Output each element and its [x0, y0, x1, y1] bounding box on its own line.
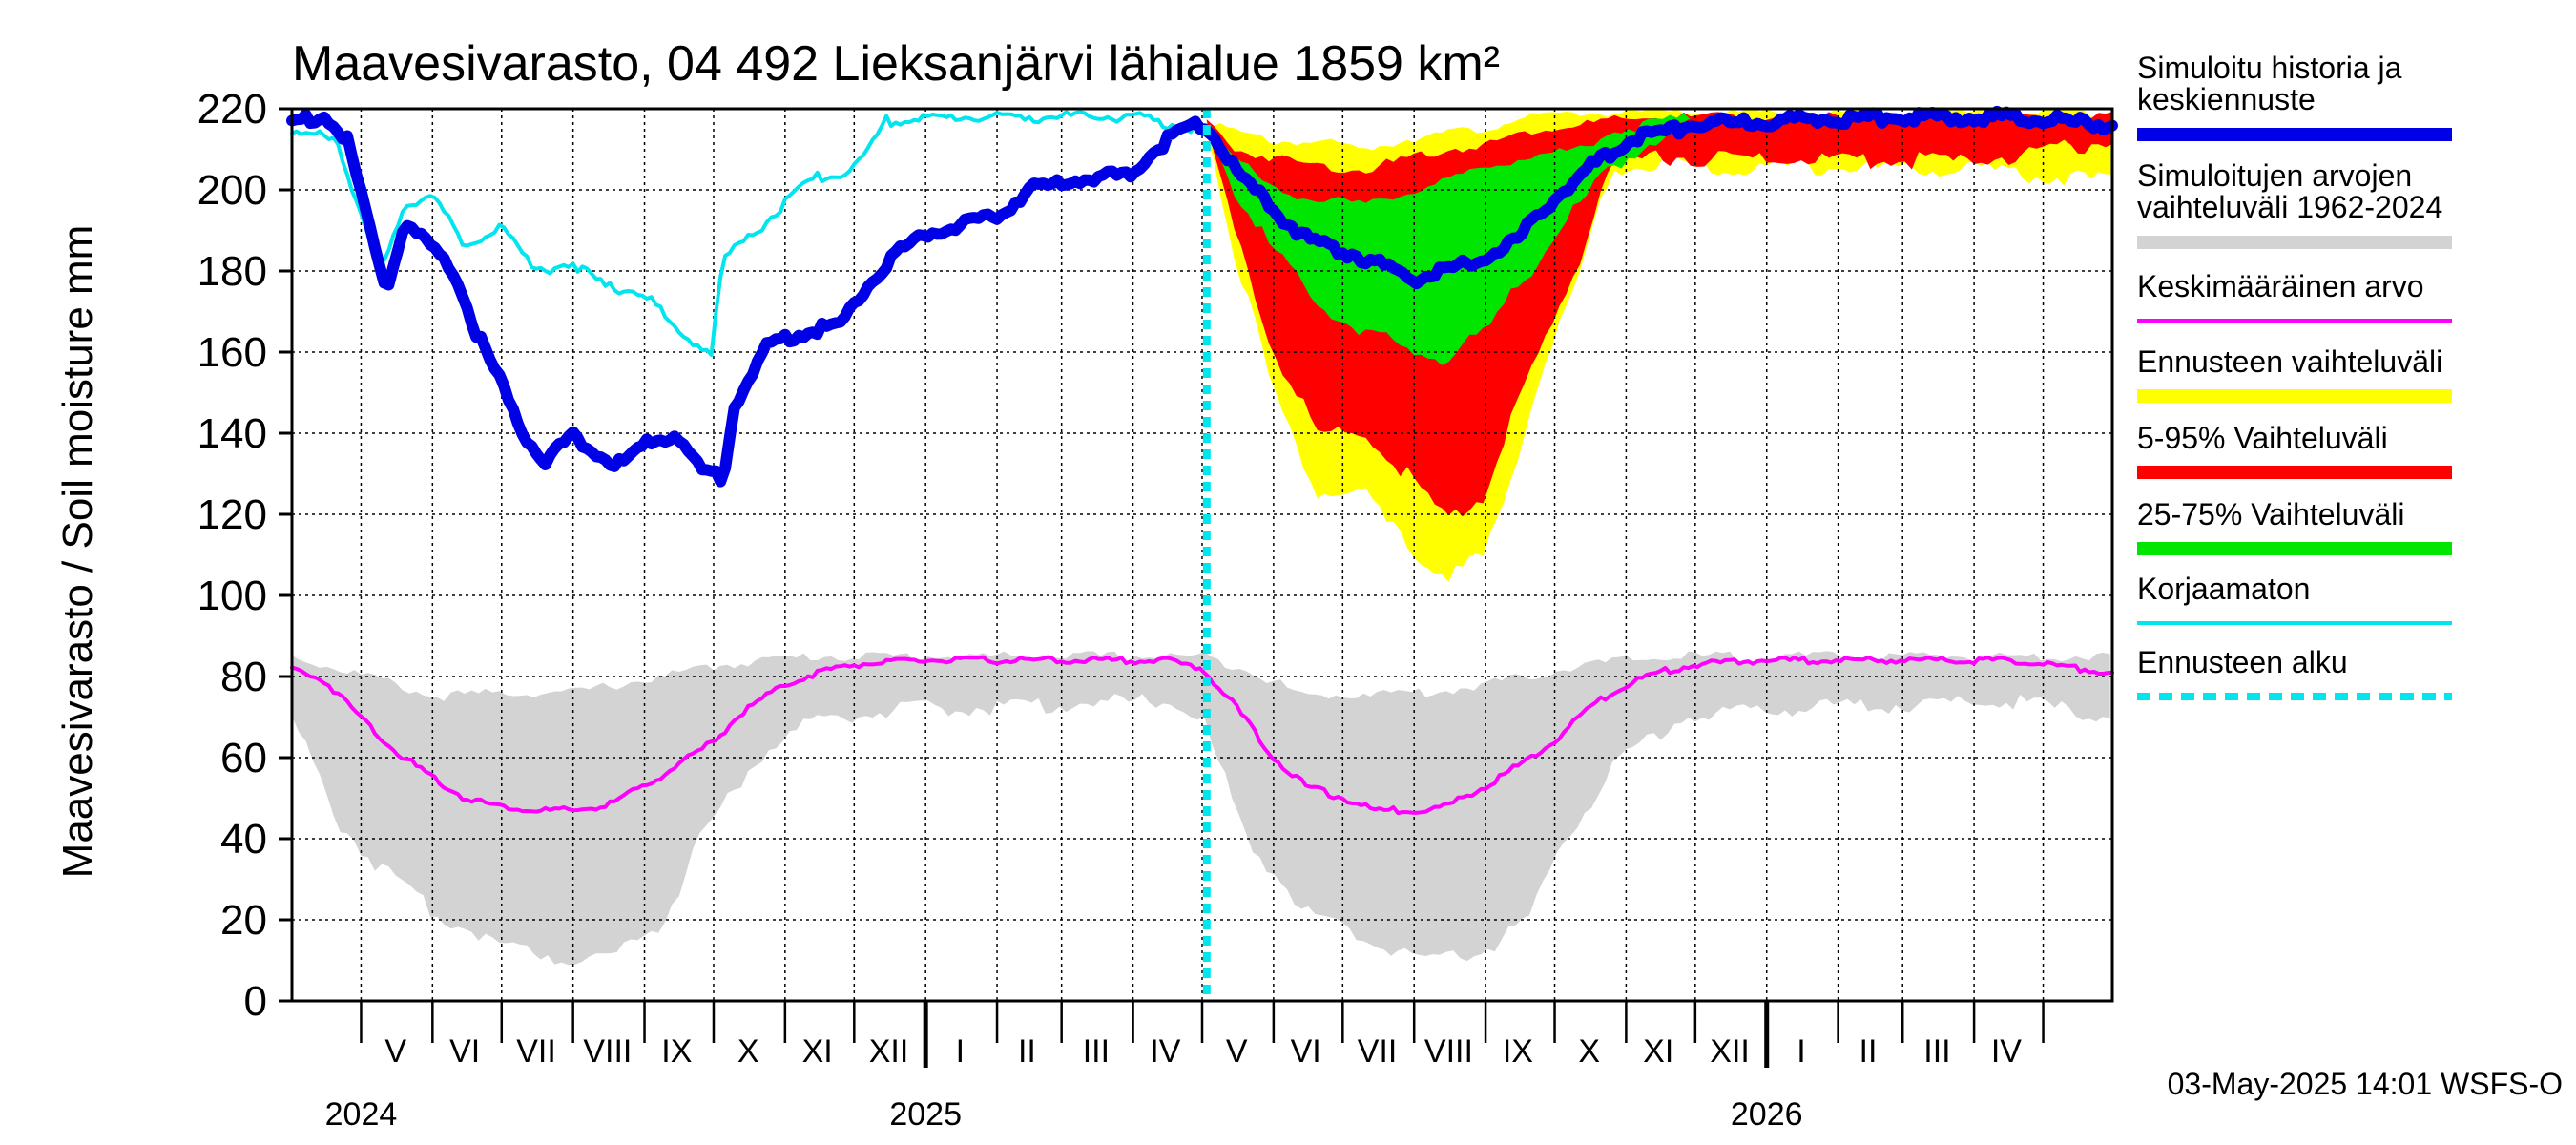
y-tick-label: 180 [197, 248, 267, 295]
x-month-label: VI [1291, 1033, 1321, 1070]
y-tick-label: 80 [220, 654, 267, 700]
y-tick-label: 160 [197, 329, 267, 376]
x-month-label: XI [802, 1033, 833, 1070]
y-tick-label: 60 [220, 735, 267, 781]
x-month-label: VII [516, 1033, 556, 1070]
x-year-label: 2025 [889, 1096, 962, 1133]
x-month-label: V [1226, 1033, 1248, 1070]
y-tick-label: 220 [197, 86, 267, 133]
lines-layer [286, 105, 2118, 1001]
x-month-label: VIII [583, 1033, 632, 1070]
x-month-label: XII [1710, 1033, 1750, 1070]
legend-label: vaihteluväli 1962-2024 [2137, 190, 2442, 224]
legend-label: 5-95% Vaihteluväli [2137, 421, 2388, 455]
grid-layer [292, 108, 2112, 1001]
x-month-label: VIII [1424, 1033, 1473, 1070]
x-month-label: IV [1991, 1033, 2022, 1070]
x-month-label: X [1578, 1033, 1600, 1070]
series-line-korjaamaton [290, 110, 1207, 357]
legend-label: Ennusteen alku [2137, 645, 2348, 679]
series-line-simuloitu-historia-ja-keskiennuste [286, 105, 2118, 488]
x-month-label: IX [661, 1033, 692, 1070]
legend-label: Simuloitu historia ja [2137, 51, 2402, 85]
x-month-label: IX [1503, 1033, 1533, 1070]
legend-item-25-75-vaihteluv-li: 25-75% Vaihteluväli [2137, 497, 2452, 555]
x-year-label: 2026 [1731, 1096, 1803, 1133]
legend-item-korjaamaton: Korjaamaton [2137, 572, 2452, 625]
x-month-label: II [1859, 1033, 1878, 1070]
y-tick-label: 200 [197, 167, 267, 214]
x-month-label: VII [1358, 1033, 1398, 1070]
x-month-label: VI [449, 1033, 480, 1070]
x-month-label: III [1083, 1033, 1110, 1070]
band-25-75-vaihteluv-li [1206, 114, 1691, 365]
y-tick-label: 100 [197, 572, 267, 619]
bands-layer [292, 107, 2112, 966]
footer-timestamp: 03-May-2025 14:01 WSFS-O [2168, 1067, 2563, 1101]
legend-item-ennusteen-vaihteluv-li: Ennusteen vaihteluväli [2137, 344, 2452, 403]
y-tick-label: 140 [197, 410, 267, 457]
y-tick-label: 0 [244, 978, 267, 1025]
legend-item-keskim-r-inen-arvo: Keskimääräinen arvo [2137, 269, 2452, 323]
x-month-label: IV [1150, 1033, 1180, 1070]
x-month-label: I [956, 1033, 965, 1070]
y-tick-label: 40 [220, 816, 267, 863]
x-month-label: II [1018, 1033, 1036, 1070]
legend: Simuloitu historia jakeskiennusteSimuloi… [2137, 51, 2452, 700]
legend-label: Ennusteen vaihteluväli [2137, 344, 2442, 379]
x-month-label: III [1923, 1033, 1950, 1070]
x-month-label: XI [1643, 1033, 1673, 1070]
y-axis-label: Maavesivarasto / Soil moisture mm [54, 225, 101, 879]
legend-label: Korjaamaton [2137, 572, 2310, 606]
chart-title: Maavesivarasto, 04 492 Lieksanjärvi lähi… [292, 36, 1500, 92]
legend-label: keskiennuste [2137, 82, 2316, 116]
x-month-label: XII [869, 1033, 909, 1070]
legend-label: Simuloitujen arvojen [2137, 158, 2412, 193]
y-tick-label: 20 [220, 897, 267, 944]
legend-item-ennusteen-alku: Ennusteen alku [2137, 645, 2452, 700]
band-simuloitujen-arvojen-vaihteluv-li-1962-2024 [292, 651, 2110, 966]
y-tick-label: 120 [197, 491, 267, 538]
series-line-keskim-r-inen-arvo [290, 655, 2114, 816]
legend-item-5-95-vaihteluv-li: 5-95% Vaihteluväli [2137, 421, 2452, 479]
x-month-label: I [1797, 1033, 1805, 1070]
legend-label: 25-75% Vaihteluväli [2137, 497, 2404, 531]
x-month-label: V [384, 1033, 406, 1070]
x-month-label: X [737, 1033, 759, 1070]
x-year-label: 2024 [325, 1096, 398, 1133]
legend-label: Keskimääräinen arvo [2137, 269, 2424, 303]
